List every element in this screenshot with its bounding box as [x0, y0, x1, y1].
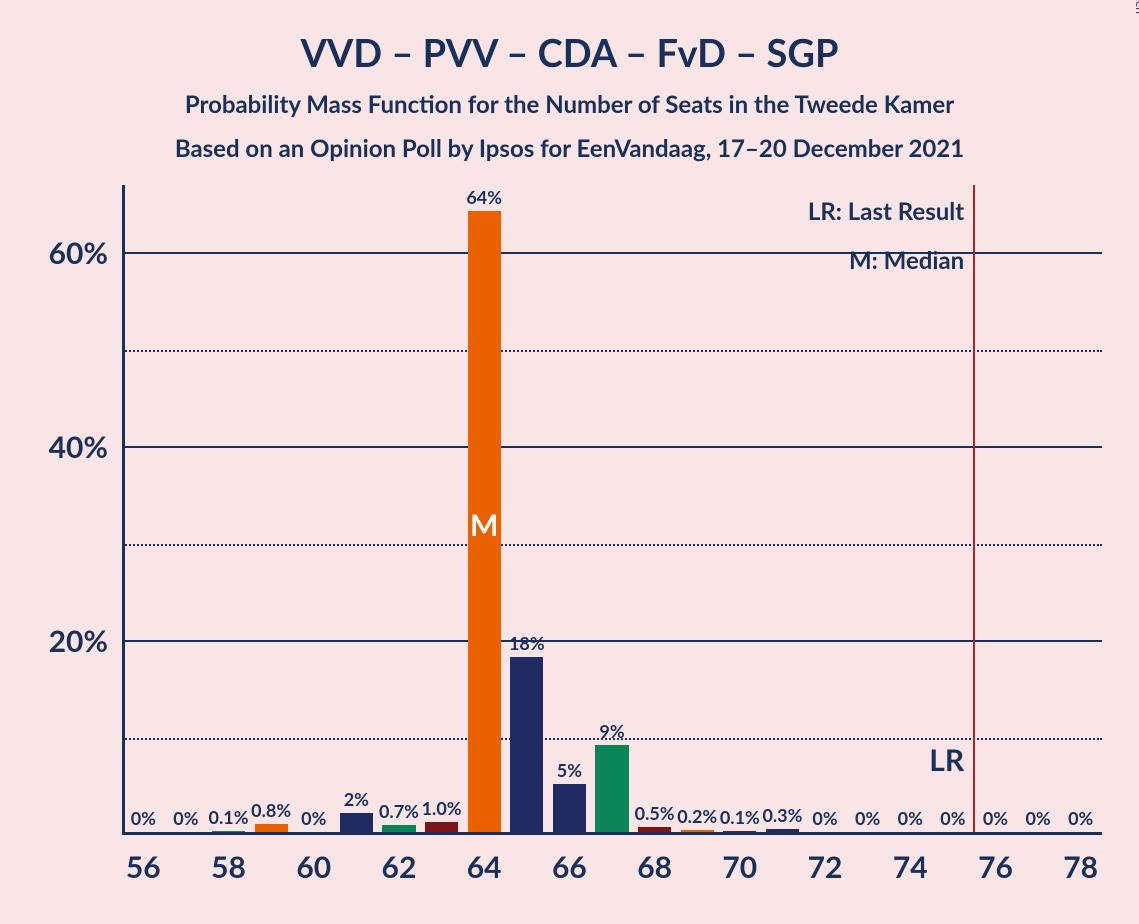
y-tick-label: 60%	[49, 235, 122, 271]
legend-entry: M: Median	[849, 246, 964, 275]
legend-entry: LR: Last Result	[808, 197, 964, 226]
x-tick-label: 62	[382, 835, 417, 885]
bar-value-label: 0%	[940, 807, 965, 829]
bar-value-label: 0%	[173, 807, 198, 829]
bar-value-label: 0.8%	[251, 799, 291, 821]
chart-canvas: VVD – PVV – CDA – FvD – SGP Probability M…	[0, 0, 1139, 924]
bar-value-label: 0%	[1025, 807, 1050, 829]
bar-value-label: 9%	[599, 720, 624, 742]
last-result-label: LR	[929, 742, 964, 778]
x-tick-label: 74	[893, 835, 928, 885]
bar-value-label: 0.2%	[677, 805, 717, 827]
bar-value-label: 0.7%	[379, 800, 419, 822]
bar	[510, 657, 543, 832]
copyright-text: © 2021 Filip van Laenen	[1133, 0, 1139, 14]
grid-major	[122, 446, 1102, 448]
x-tick-label: 60	[296, 835, 331, 885]
x-tick-label: 76	[978, 835, 1013, 885]
bar-value-label: 5%	[557, 759, 582, 781]
plot-area: 20%40%60%0%0%0.1%0.8%0%2%0.7%1.0%64%M18%…	[122, 185, 1102, 835]
bar	[382, 825, 415, 832]
last-result-line	[973, 185, 975, 835]
bar-value-label: 2%	[344, 788, 369, 810]
bar-value-label: 0%	[1068, 807, 1093, 829]
chart-subtitle-1: Probability Mass Function for the Number…	[0, 90, 1139, 119]
bar	[340, 813, 373, 832]
chart-subtitle-2: Based on an Opinion Poll by Ipsos for Ee…	[0, 134, 1139, 163]
x-tick-label: 64	[467, 835, 502, 885]
bar-value-label: 0%	[983, 807, 1008, 829]
bar-value-label: 0%	[855, 807, 880, 829]
x-tick-label: 68	[637, 835, 672, 885]
x-tick-label: 72	[808, 835, 843, 885]
bar-value-label: 18%	[509, 632, 545, 654]
bar	[553, 784, 586, 833]
bar	[425, 822, 458, 832]
x-tick-label: 66	[552, 835, 587, 885]
chart-title: VVD – PVV – CDA – FvD – SGP	[0, 30, 1139, 76]
x-tick-label: 58	[211, 835, 246, 885]
y-tick-label: 40%	[49, 429, 122, 465]
bar-value-label: 0%	[898, 807, 923, 829]
x-tick-label: 70	[722, 835, 757, 885]
y-axis	[122, 185, 125, 835]
y-tick-label: 20%	[49, 623, 122, 659]
bar	[595, 745, 628, 832]
bar-value-label: 0%	[812, 807, 837, 829]
x-axis	[122, 832, 1102, 835]
bar-value-label: 1.0%	[422, 797, 462, 819]
bar-value-label: 0.3%	[762, 804, 802, 826]
grid-minor	[122, 544, 1102, 546]
bar	[255, 824, 288, 832]
median-marker: M	[470, 507, 498, 543]
bar-value-label: 64%	[466, 186, 502, 208]
bar-value-label: 0%	[301, 807, 326, 829]
grid-minor	[122, 350, 1102, 352]
x-tick-label: 56	[126, 835, 161, 885]
bar-value-label: 0%	[131, 807, 156, 829]
x-tick-label: 78	[1063, 835, 1098, 885]
bar-value-label: 0.1%	[720, 806, 760, 828]
bar-value-label: 0.1%	[209, 806, 249, 828]
bar-value-label: 0.5%	[635, 802, 675, 824]
grid-major	[122, 640, 1102, 642]
